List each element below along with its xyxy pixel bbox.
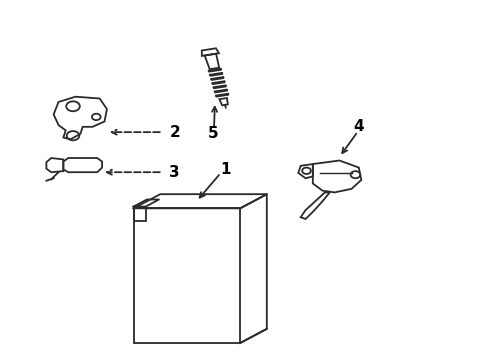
Text: 4: 4 <box>353 119 364 134</box>
Text: 2: 2 <box>170 125 180 140</box>
Text: 1: 1 <box>220 162 231 177</box>
Text: 3: 3 <box>170 165 180 180</box>
Text: 5: 5 <box>208 126 219 141</box>
